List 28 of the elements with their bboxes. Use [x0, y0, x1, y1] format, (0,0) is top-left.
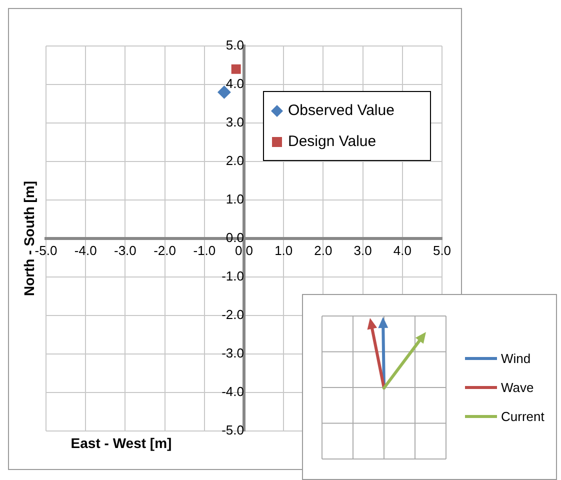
y-tick-label: -3.0 — [222, 346, 244, 361]
x-tick-label: -1.0 — [193, 242, 216, 258]
x-tick-label: -2.0 — [154, 242, 176, 258]
x-tick-label: 4.0 — [393, 242, 412, 258]
y-tick-label: -4.0 — [222, 384, 244, 400]
y-tick-label: 4.0 — [226, 76, 244, 92]
x-tick-label: 1.0 — [274, 242, 293, 258]
y-tick-label: -5.0 — [222, 422, 244, 438]
x-tick-label: -3.0 — [114, 242, 136, 258]
legend-label: Design Value — [288, 133, 376, 150]
legend-label: Wind — [501, 350, 531, 366]
x-tick-label: -5.0 — [34, 242, 58, 258]
x-tick-label: 2.0 — [314, 242, 332, 258]
y-tick-label: 2.0 — [226, 153, 244, 168]
legend-label: Observed Value — [288, 102, 394, 119]
y-tick-label: 5.0 — [226, 38, 244, 53]
y-tick-label: 0.0 — [226, 230, 244, 246]
y-tick-label: -1.0 — [222, 268, 244, 284]
x-tick-label: -4.0 — [74, 242, 97, 258]
y-tick-label: 3.0 — [226, 114, 244, 130]
x-tick-label: 3.0 — [354, 242, 372, 258]
y-axis-title: North - South [m] — [20, 180, 37, 296]
y-tick-label: -2.0 — [222, 307, 244, 322]
y-tick-label: 1.0 — [226, 192, 244, 207]
x-axis-title: East - West [m] — [70, 434, 172, 451]
legend-label: Current — [501, 408, 544, 424]
legend-label: Wave — [501, 380, 534, 394]
x-tick-label: 5.0 — [432, 242, 452, 258]
